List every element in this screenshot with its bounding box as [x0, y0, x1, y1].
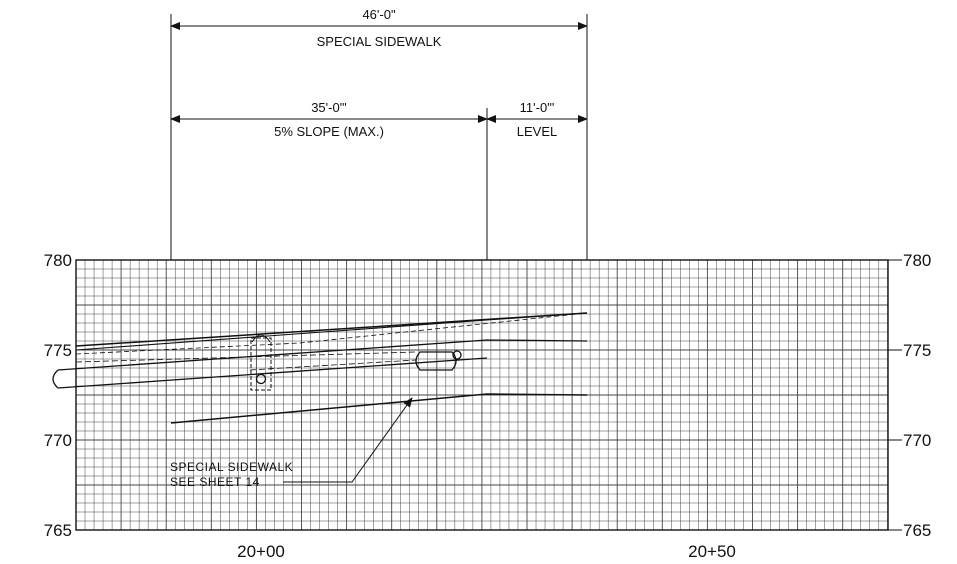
- extension-lines: [170, 14, 588, 260]
- station-label: 20+00: [237, 542, 285, 561]
- overall-length-label: 46'-0": [362, 7, 396, 22]
- elevation-label-left: 770: [44, 431, 72, 450]
- elevation-label-left: 775: [44, 341, 72, 360]
- overall-description-label: SPECIAL SIDEWALK: [317, 34, 442, 49]
- elevation-label-left: 765: [44, 521, 72, 540]
- level-length-label: 11'-0"': [520, 100, 555, 115]
- sidewalk-bottom-line: [170, 393, 588, 424]
- profile-grid: [75, 259, 889, 531]
- elevation-label-right: 780: [903, 251, 931, 270]
- callout-text-line1: SPECIAL SIDEWALK: [170, 460, 293, 474]
- slope-length-label: 35'-0"': [311, 100, 347, 115]
- callout-leader: [283, 397, 413, 483]
- profile-lines: [52, 312, 588, 424]
- slope-description-label: 5% SLOPE (MAX.): [274, 124, 384, 139]
- elevation-label-right: 765: [903, 521, 931, 540]
- pipe-top-line: [57, 339, 588, 371]
- elevation-label-left: 780: [44, 251, 72, 270]
- elevation-label-right: 770: [903, 431, 931, 450]
- right-elevation-ticks: [888, 259, 902, 531]
- station-label: 20+50: [688, 542, 736, 561]
- pipe-end-cap: [52, 369, 59, 389]
- drainage-structure: [250, 334, 272, 391]
- pipe-section: [415, 350, 462, 371]
- sidewalk-grade-line: [75, 312, 588, 351]
- pipe-bottom-line: [57, 357, 488, 389]
- utility-dashed-line-lower: [249, 359, 417, 371]
- level-description-label: LEVEL: [517, 124, 557, 139]
- utility-dashed-line: [75, 351, 417, 363]
- elevation-label-right: 775: [903, 341, 931, 360]
- callout-text-line2: SEE SHEET 14: [170, 475, 260, 489]
- grid-border: [75, 259, 889, 531]
- existing-ground-line: [75, 312, 588, 355]
